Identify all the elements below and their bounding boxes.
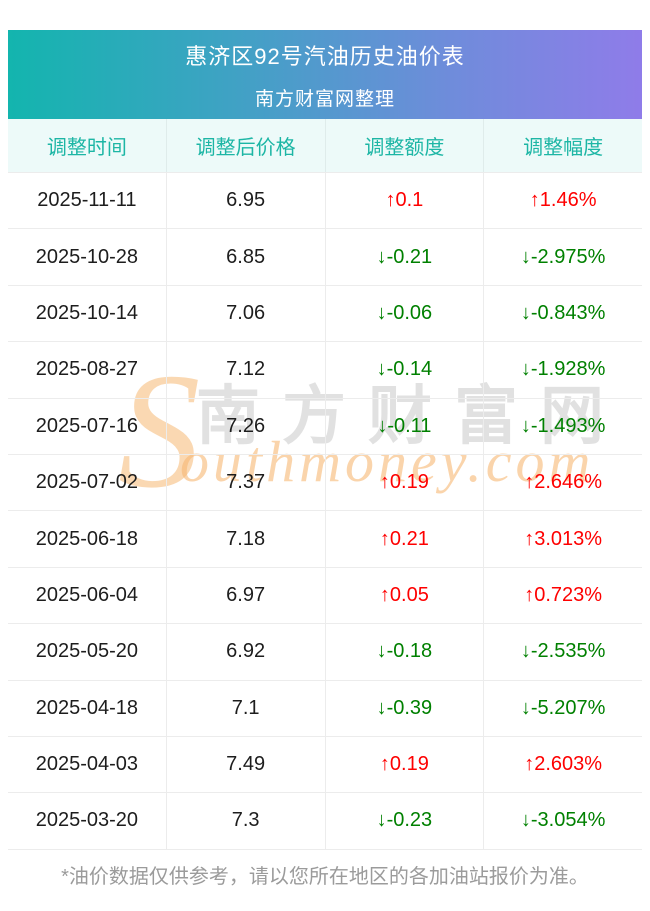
cell-change-amount: ↓-0.39	[324, 680, 484, 736]
cell-change-rate: ↓-1.928%	[483, 342, 642, 398]
cell-change-amount: ↓-0.11	[324, 398, 484, 454]
table-row: 2025-06-04 6.97 ↑0.05 ↑0.723%	[8, 566, 642, 624]
cell-change-amount: ↑0.19	[324, 736, 484, 793]
cell-adjust-date: 2025-04-18	[35, 696, 139, 719]
disclaimer-note: *油价数据仅供参考，请以您所在地区的各加油站报价为准。	[61, 866, 589, 888]
cell-change-amount: ↑0.1	[324, 173, 484, 229]
table-row: 2025-10-14 7.06 ↓-0.06 ↓-0.843%	[8, 284, 642, 342]
cell-adjust-date: 2025-05-20	[35, 640, 139, 663]
table-row: 2025-05-20 6.92 ↓-0.18 ↓-2.535%	[8, 623, 642, 680]
oil-price-table-card: 惠济区92号汽油历史油价表 南方财富网整理 调整时间 调整后价格 调整额度 调整…	[8, 30, 642, 850]
cell-price: 7.49	[165, 736, 325, 793]
cell-change-amount: ↓-0.14	[324, 342, 484, 398]
cell-change-rate: ↓-2.975%	[483, 229, 642, 285]
cell-change-rate: ↓-5.207%	[483, 680, 642, 736]
table-row: 2025-07-02 7.37 ↑0.19 ↑2.646%	[8, 453, 642, 511]
cell-adjust-date: 2025-07-16	[35, 414, 139, 437]
table-row: 2025-03-20 7.3 ↓-0.23 ↓-3.054%	[8, 792, 642, 849]
page-subtitle: 南方财富网整理	[254, 88, 395, 110]
table-body: 2025-11-11 6.95 ↑0.1 ↑1.46% 2025-10-28 6.85 ↓-…	[8, 172, 642, 850]
cell-price: 6.95	[165, 173, 325, 229]
table-row: 2025-04-18 7.1 ↓-0.39 ↓-5.207%	[8, 679, 642, 736]
cell-change-amount: ↑0.19	[324, 454, 484, 511]
cell-price: 7.12	[165, 342, 325, 398]
cell-change-rate: ↑2.603%	[483, 736, 642, 793]
cell-change-amount: ↓-0.23	[324, 793, 484, 849]
page-title: 惠济区92号汽油历史油价表	[185, 43, 465, 69]
table-row: 2025-11-11 6.95 ↑0.1 ↑1.46%	[8, 172, 642, 229]
table-row: 2025-08-27 7.12 ↓-0.14 ↓-1.928%	[8, 341, 642, 398]
cell-change-rate: ↑1.46%	[483, 173, 642, 229]
column-header-adjust-time: 调整时间	[46, 137, 127, 159]
cell-change-rate: ↑2.646%	[483, 454, 642, 511]
cell-change-rate: ↓-2.535%	[483, 624, 642, 680]
table-row: 2025-07-16 7.26 ↓-0.11 ↓-1.493%	[8, 397, 642, 454]
cell-adjust-date: 2025-10-28	[35, 245, 139, 268]
cell-price: 7.06	[165, 285, 325, 342]
cell-adjust-date: 2025-06-18	[35, 527, 139, 550]
table-row: 2025-04-03 7.49 ↑0.19 ↑2.603%	[8, 735, 642, 793]
cell-change-rate: ↓-1.493%	[483, 398, 642, 454]
cell-price: 6.97	[165, 567, 325, 624]
column-header-adjust-rate: 调整幅度	[483, 119, 642, 172]
cell-price: 6.85	[165, 229, 325, 285]
cell-adjust-date: 2025-06-04	[35, 583, 139, 606]
cell-price: 7.1	[165, 680, 325, 736]
cell-change-amount: ↑0.05	[324, 567, 484, 624]
table-row: 2025-10-28 6.85 ↓-0.21 ↓-2.975%	[8, 228, 642, 285]
cell-adjust-date: 2025-03-20	[35, 809, 139, 832]
cell-change-amount: ↓-0.06	[324, 285, 484, 342]
cell-adjust-date: 2025-07-02	[35, 471, 139, 494]
column-header-adjust-amount: 调整额度	[324, 119, 484, 172]
cell-change-rate: ↑0.723%	[483, 567, 642, 624]
cell-change-amount: ↓-0.21	[324, 229, 484, 285]
cell-adjust-date: 2025-04-03	[35, 753, 139, 776]
cell-adjust-date: 2025-11-11	[37, 189, 137, 212]
column-header-adjusted-price: 调整后价格	[165, 119, 325, 172]
cell-price: 7.26	[165, 398, 325, 454]
cell-price: 7.3	[165, 793, 325, 849]
cell-adjust-date: 2025-10-14	[35, 301, 139, 324]
cell-change-rate: ↓-3.054%	[483, 793, 642, 849]
table-header-banner: 惠济区92号汽油历史油价表 南方财富网整理	[8, 30, 642, 119]
cell-price: 7.37	[165, 454, 325, 511]
table-row: 2025-06-18 7.18 ↑0.21 ↑3.013%	[8, 510, 642, 567]
cell-adjust-date: 2025-08-27	[35, 358, 139, 381]
cell-change-amount: ↑0.21	[324, 511, 484, 567]
cell-change-amount: ↓-0.18	[324, 624, 484, 680]
cell-change-rate: ↓-0.843%	[483, 285, 642, 342]
cell-change-rate: ↑3.013%	[483, 511, 642, 567]
cell-price: 6.92	[165, 624, 325, 680]
cell-price: 7.18	[165, 511, 325, 567]
table-column-header-row: 调整时间 调整后价格 调整额度 调整幅度	[8, 119, 642, 172]
